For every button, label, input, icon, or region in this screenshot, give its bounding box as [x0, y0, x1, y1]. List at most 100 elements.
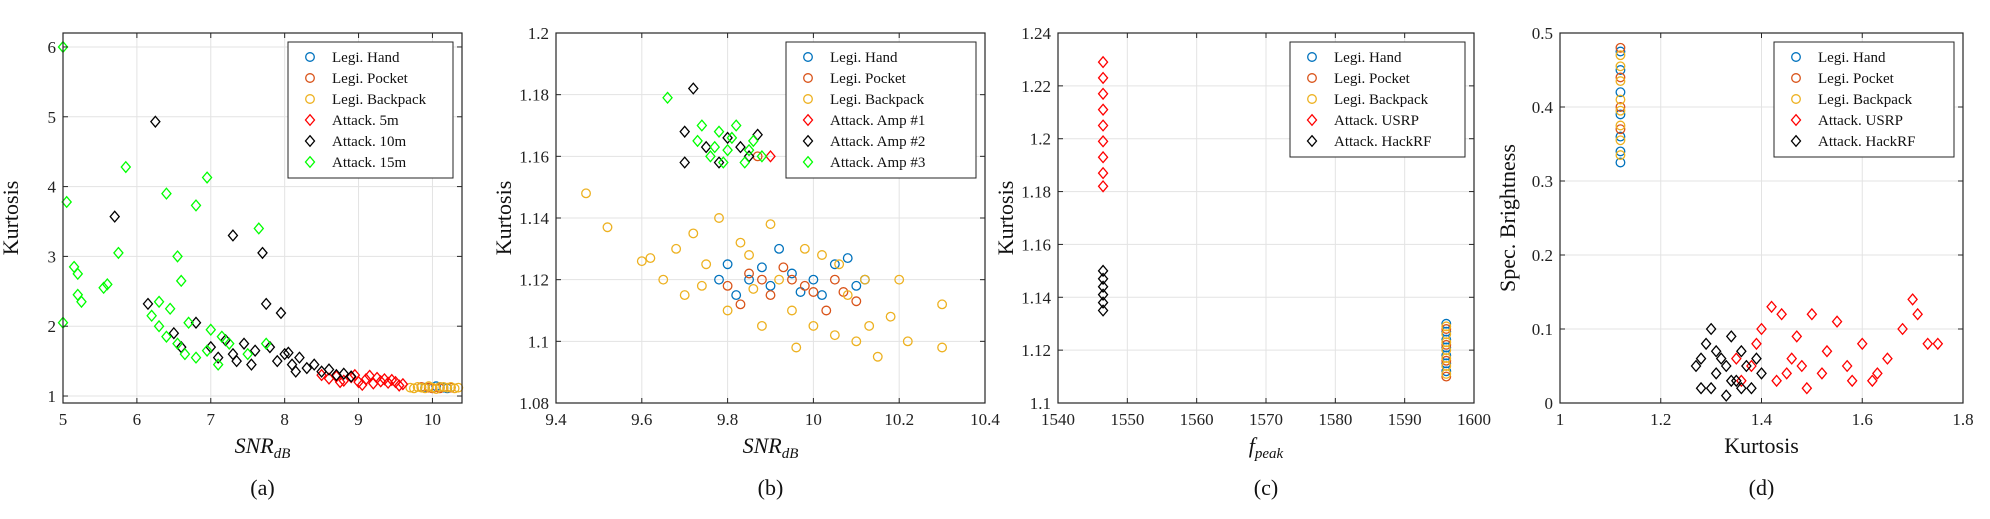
data-point [172, 337, 183, 350]
legend-marker [802, 155, 814, 169]
data-point [323, 363, 335, 376]
data-point [76, 295, 87, 309]
data-point [113, 246, 124, 260]
x-tick-label: 1 [1556, 410, 1565, 429]
legend-marker [1791, 94, 1801, 104]
x-tick-label: 1580 [1318, 410, 1352, 429]
y-tick-label: 1.22 [1021, 77, 1051, 96]
data-point [756, 274, 767, 285]
data-point [168, 326, 180, 340]
data-point [1735, 374, 1747, 388]
series-legi-backpack [405, 381, 464, 394]
data-point [405, 382, 416, 393]
data-point [1441, 334, 1452, 345]
data-point [688, 228, 699, 239]
y-tick-label: 0.5 [1532, 24, 1553, 43]
data-point [1097, 272, 1109, 286]
data-point [714, 274, 724, 285]
y-tick-label: 6 [48, 38, 57, 57]
data-point [636, 256, 647, 267]
legend-label: Attack. 5m [332, 113, 399, 129]
data-point [438, 381, 449, 392]
data-point [765, 150, 776, 163]
legend-label: Attack. 15m [332, 155, 406, 171]
series-attack-hackrf [1690, 322, 1767, 402]
data-point [937, 299, 948, 310]
legend-marker [803, 73, 813, 83]
data-point [1700, 337, 1712, 351]
data-point [205, 323, 217, 337]
data-point [161, 187, 172, 200]
y-tick-label: 5 [48, 108, 57, 127]
series-attack-15m [57, 40, 272, 371]
data-point [61, 195, 73, 209]
data-point [253, 222, 265, 235]
data-point [829, 259, 840, 270]
panel-caption: (d) [1749, 475, 1775, 500]
data-point [1441, 339, 1452, 350]
data-point [1781, 367, 1793, 380]
y-tick-label: 0 [1545, 394, 1554, 413]
data-point [1441, 342, 1452, 353]
y-tick-label: 0.4 [1532, 98, 1554, 117]
data-point [216, 330, 228, 343]
y-tick-label: 1.2 [1030, 130, 1051, 149]
data-point [1856, 337, 1868, 351]
data-point [201, 344, 213, 357]
data-point [808, 287, 819, 297]
data-point [238, 337, 250, 350]
x-tick-label: 1590 [1388, 410, 1422, 429]
legend-marker [1307, 52, 1317, 62]
data-point [1097, 304, 1109, 317]
x-tick-label: 10 [424, 410, 441, 429]
series-legi-pocket [1441, 324, 1452, 382]
data-point [1097, 150, 1109, 164]
data-point [885, 311, 896, 322]
x-tick-label: 1.6 [1852, 410, 1873, 429]
data-point [692, 134, 703, 148]
data-point [799, 243, 810, 254]
data-point [1841, 359, 1853, 373]
data-point [1735, 344, 1747, 358]
data-point [1771, 374, 1782, 388]
data-point [246, 358, 257, 371]
x-axis-label: Kurtosis [1724, 433, 1799, 458]
y-tick-label: 1.08 [519, 394, 549, 413]
data-point [109, 210, 121, 223]
legend-marker [1791, 73, 1801, 83]
data-point [146, 309, 158, 323]
data-point [864, 320, 875, 331]
data-point [98, 281, 109, 295]
data-point [120, 160, 132, 174]
data-point [696, 280, 707, 291]
data-point [212, 358, 224, 371]
data-point [1441, 358, 1452, 369]
data-point [1615, 46, 1626, 57]
data-point [743, 143, 755, 157]
data-point [1735, 381, 1747, 395]
data-point [1441, 366, 1452, 377]
data-point [730, 119, 742, 132]
legend-marker [1307, 73, 1317, 83]
x-tick-label: 9.6 [631, 410, 652, 429]
data-point [1615, 61, 1626, 72]
data-point [894, 274, 905, 285]
legend-label: Legi. Backpack [830, 92, 925, 108]
legend-label: Attack. HackRF [1818, 134, 1915, 150]
legend-label: Legi. Backpack [332, 92, 427, 108]
series-legi-pocket [1615, 42, 1626, 135]
data-point [722, 259, 733, 270]
data-point [212, 351, 224, 364]
x-tick-label: 1570 [1249, 410, 1283, 429]
data-point [393, 379, 405, 392]
panel-caption: (a) [250, 475, 274, 500]
data-point [1730, 352, 1742, 365]
data-point [172, 250, 183, 263]
data-point [787, 268, 797, 279]
data-point [714, 213, 724, 223]
data-point [1922, 337, 1934, 351]
data-point [829, 274, 840, 285]
data-point [808, 274, 819, 285]
data-point [294, 351, 305, 364]
